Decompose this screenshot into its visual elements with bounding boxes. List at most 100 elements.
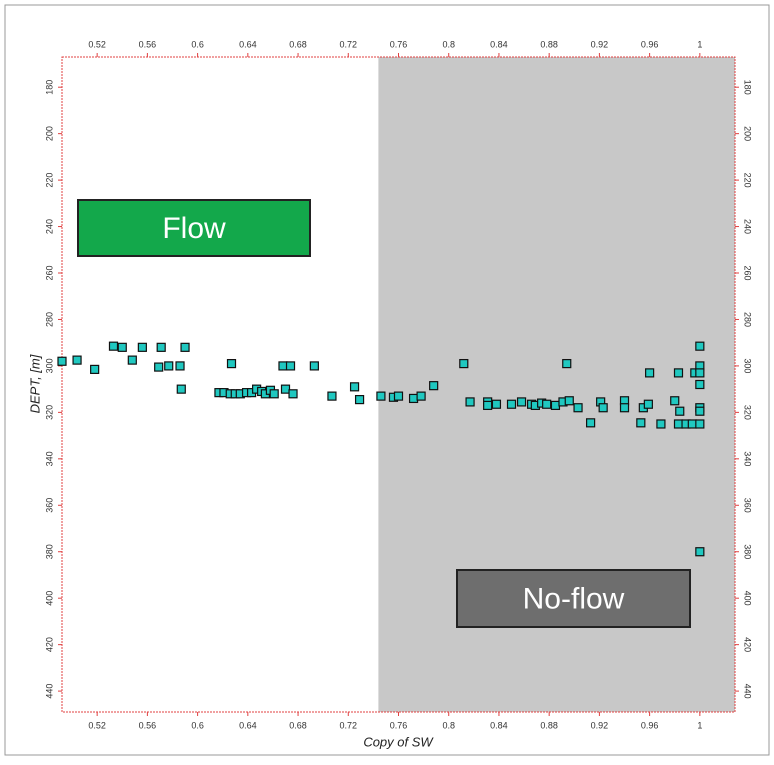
point xyxy=(429,381,439,391)
x-tick-label: 1 xyxy=(697,39,702,49)
point xyxy=(506,399,517,409)
y-tick-label: 320 xyxy=(44,405,54,420)
y-tick-label: 320 xyxy=(743,405,753,420)
point xyxy=(117,342,127,352)
point xyxy=(57,356,67,366)
y-tick-label: 280 xyxy=(44,312,54,327)
point xyxy=(285,361,296,371)
point xyxy=(550,400,561,411)
point xyxy=(619,403,630,413)
y-tick-label: 220 xyxy=(743,173,753,188)
y-tick-label: 300 xyxy=(44,358,54,373)
y-tick-label: 380 xyxy=(44,544,54,559)
y-tick-label: 200 xyxy=(44,126,54,141)
point xyxy=(72,355,82,365)
point xyxy=(645,368,655,378)
y-tick-label: 360 xyxy=(743,498,753,513)
point xyxy=(278,361,288,371)
x-tick-label: 0.76 xyxy=(390,39,408,49)
x-tick-label: 0.56 xyxy=(139,39,157,49)
y-tick-label: 180 xyxy=(743,80,753,95)
y-tick-label: 280 xyxy=(743,312,753,327)
y-tick-label: 440 xyxy=(743,684,753,699)
y-tick-label: 420 xyxy=(743,637,753,652)
y-tick-label: 240 xyxy=(44,219,54,234)
x-tick-label: 0.92 xyxy=(591,720,609,730)
x-tick-label: 0.56 xyxy=(139,720,157,730)
point xyxy=(288,389,298,399)
point xyxy=(695,341,705,351)
y-tick-label: 240 xyxy=(743,219,753,234)
x-tick-label: 0.88 xyxy=(540,720,558,730)
x-tick-label: 0.96 xyxy=(641,720,659,730)
point xyxy=(354,394,365,405)
point xyxy=(695,379,705,390)
point xyxy=(269,389,279,399)
point xyxy=(137,342,147,352)
y-tick-label: 300 xyxy=(743,358,753,373)
y-tick-label: 420 xyxy=(44,637,54,652)
y-tick-label: 340 xyxy=(743,451,753,466)
point xyxy=(695,419,705,429)
point xyxy=(564,396,574,406)
point xyxy=(327,391,337,401)
point xyxy=(656,419,666,429)
point xyxy=(636,418,646,428)
annotation-text: No-flow xyxy=(523,582,625,615)
x-tick-label: 0.8 xyxy=(442,720,455,730)
x-tick-label: 1 xyxy=(697,720,702,730)
point xyxy=(416,391,426,401)
x-tick-label: 0.52 xyxy=(88,720,106,730)
x-tick-label: 0.92 xyxy=(591,39,609,49)
x-tick-label: 0.76 xyxy=(390,720,408,730)
x-tick-label: 0.96 xyxy=(641,39,659,49)
y-tick-label: 400 xyxy=(44,591,54,606)
x-tick-label: 0.64 xyxy=(239,39,257,49)
point xyxy=(164,361,174,371)
y-axis-label: DEPT, [m] xyxy=(27,354,42,413)
point xyxy=(180,342,190,352)
point xyxy=(393,391,404,401)
point xyxy=(586,418,596,428)
y-tick-label: 260 xyxy=(743,265,753,280)
point xyxy=(108,341,119,351)
y-tick-label: 400 xyxy=(743,591,753,606)
x-tick-label: 0.6 xyxy=(191,39,204,49)
point xyxy=(226,358,237,369)
y-tick-label: 440 xyxy=(44,684,54,699)
point xyxy=(491,399,502,409)
annotation-box xyxy=(77,199,311,257)
point xyxy=(154,362,164,372)
point xyxy=(673,419,684,429)
point xyxy=(516,397,527,407)
point xyxy=(542,399,552,409)
x-tick-label: 0.8 xyxy=(442,39,455,49)
x-tick-label: 0.72 xyxy=(340,39,358,49)
point xyxy=(598,403,608,413)
point xyxy=(562,358,572,369)
point xyxy=(127,355,137,365)
point xyxy=(376,391,386,401)
x-tick-label: 0.72 xyxy=(340,720,358,730)
point xyxy=(459,358,469,369)
y-tick-label: 220 xyxy=(44,173,54,188)
y-tick-label: 180 xyxy=(44,80,54,95)
y-tick-label: 340 xyxy=(44,451,54,466)
point xyxy=(573,403,583,413)
point xyxy=(643,399,653,409)
point xyxy=(673,368,684,378)
x-tick-label: 0.68 xyxy=(289,720,307,730)
y-tick-label: 360 xyxy=(44,498,54,513)
point xyxy=(695,406,705,416)
point xyxy=(176,384,186,394)
y-tick-label: 200 xyxy=(743,126,753,141)
x-tick-label: 0.88 xyxy=(540,39,558,49)
point xyxy=(670,396,680,406)
point xyxy=(408,393,419,404)
annotation-text: Flow xyxy=(162,212,226,245)
point xyxy=(687,419,697,429)
point xyxy=(349,382,360,392)
x-axis-label: Copy of SW xyxy=(363,734,434,749)
x-tick-label: 0.6 xyxy=(191,720,204,730)
